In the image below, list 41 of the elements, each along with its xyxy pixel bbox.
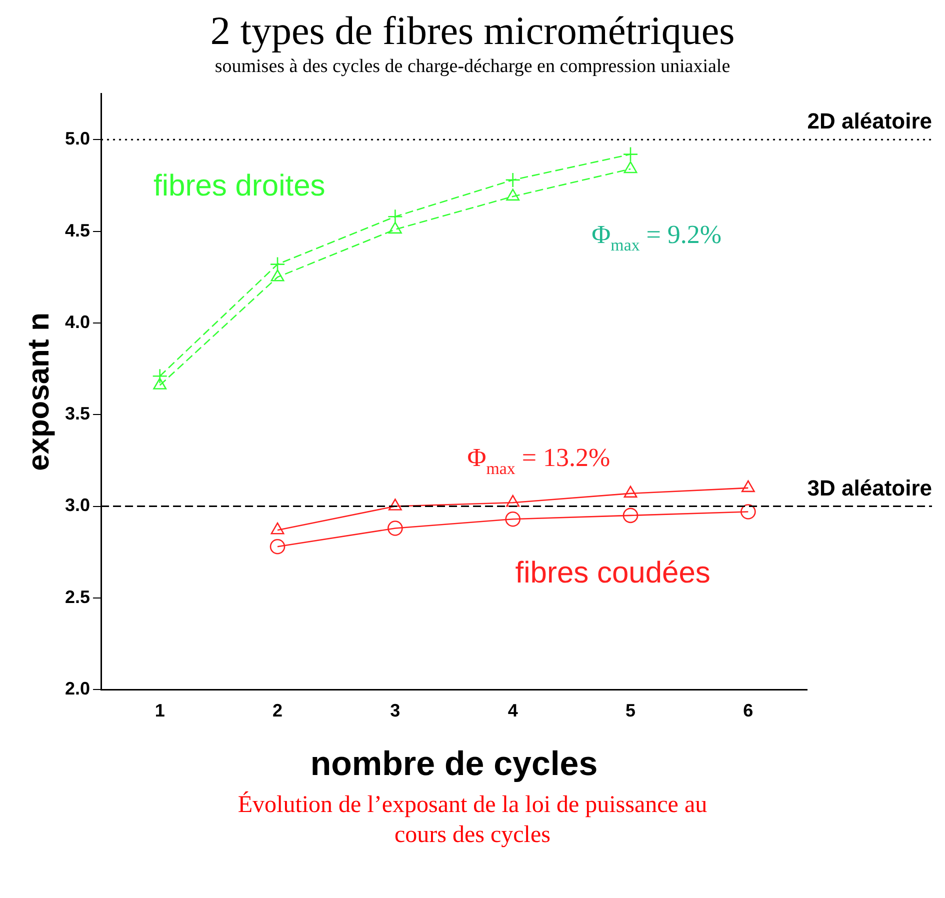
point [270, 269, 284, 282]
x-tick-label: 1 [154, 700, 165, 720]
y-tick-label: 2.0 [64, 678, 90, 699]
point [740, 504, 756, 520]
point [505, 511, 520, 527]
point [622, 508, 638, 524]
point [388, 222, 402, 234]
point [622, 146, 638, 162]
y-tick-label: 2.5 [64, 586, 90, 607]
y-tick-label: 4.5 [64, 220, 90, 240]
point [270, 256, 286, 272]
y-tick-label: 3.0 [64, 495, 90, 516]
x-tick-label: 2 [272, 700, 283, 720]
point [624, 161, 638, 174]
point [388, 520, 403, 536]
point [388, 208, 403, 224]
ref-line-label: 2D aléatoire [807, 108, 932, 134]
point [153, 378, 167, 390]
annotation: fibres coudées [515, 556, 710, 590]
x-tick-label: 5 [626, 700, 636, 720]
chart-subtitle: soumises à des cycles de charge-décharge en compression uniaxiale [214, 55, 732, 79]
x-tick-label: 6 [743, 700, 754, 720]
y-tick-label: 4.0 [64, 312, 90, 332]
point [270, 522, 284, 534]
point [388, 498, 402, 510]
point [624, 486, 638, 498]
point [505, 172, 520, 188]
point [152, 368, 168, 384]
annotation: fibres droites [154, 170, 326, 203]
y-tick-label: 5.0 [64, 128, 90, 149]
x-tick-label: 4 [508, 700, 518, 720]
point [506, 188, 520, 201]
x-tick-label: 3 [390, 700, 400, 720]
ref-line-label: 3D aléatoire [807, 475, 932, 500]
text: Évolution de l’exposant de la loi de puissance au cours des cycles [236, 790, 708, 850]
point [270, 538, 286, 554]
point [741, 480, 755, 492]
x-axis-title: nombre de cycles [310, 744, 598, 783]
chart-title: 2 types de fibres micrométriques [209, 8, 736, 54]
y-tick-label: 3.5 [64, 404, 90, 424]
y-axis-title: exposant n [22, 312, 56, 471]
